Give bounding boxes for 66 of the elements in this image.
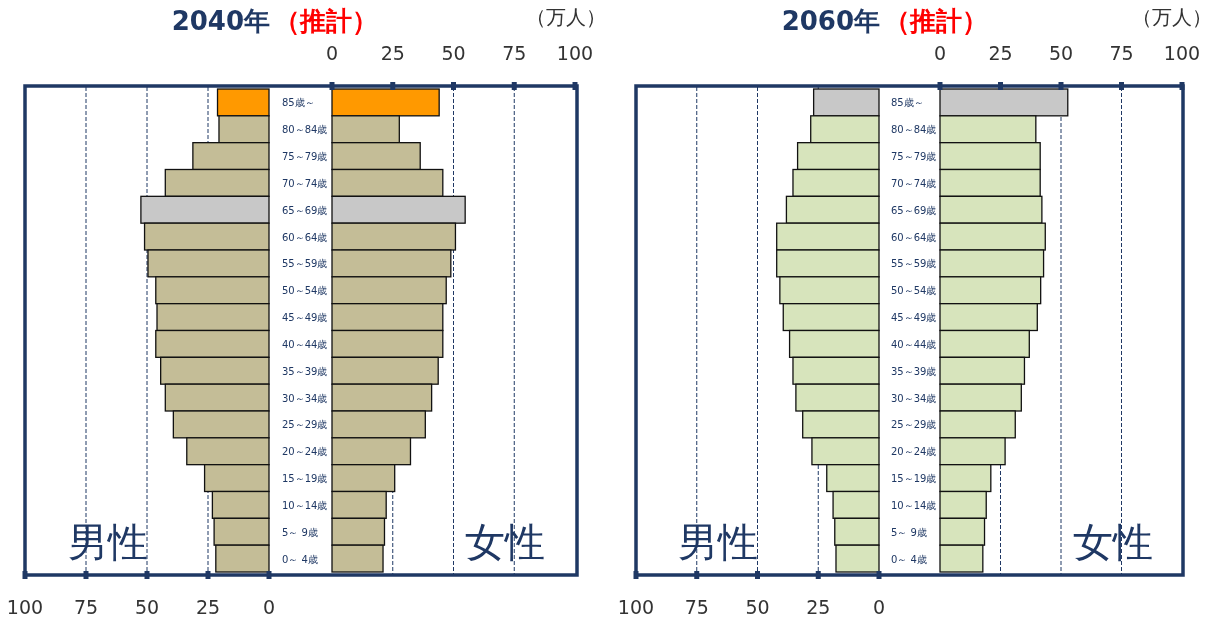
y-tick-label: 30～34歳 (282, 392, 328, 404)
y-tick-label: 15～19歳 (891, 473, 937, 485)
x-tick-label: 100 (617, 596, 655, 618)
x-tick-label: 0 (325, 42, 339, 64)
x-axis-title: （万人） (1132, 5, 1212, 29)
y-tick-label: 75～79歳 (891, 151, 937, 163)
y-tick-label: 10～14歳 (282, 499, 328, 511)
y-tick-label: 5～ 9歳 (891, 526, 927, 538)
y-tick-label: 60～64歳 (891, 231, 937, 243)
y-tick-label: 35～39歳 (282, 365, 328, 377)
y-tick-label: 85歳～ (891, 97, 924, 109)
x-tick-label: 0 (262, 596, 276, 618)
chart-title: 2060年 (781, 6, 880, 36)
x-tick-label: 50 (1048, 42, 1074, 64)
y-tick-label: 50～54歳 (282, 285, 328, 297)
x-tick-label: 75 (73, 596, 99, 618)
chart-subtitle: （推計） (884, 6, 988, 36)
y-tick-label: 65～69歳 (282, 204, 328, 216)
y-tick-label: 25～29歳 (891, 419, 937, 431)
annotation: 女性 (465, 519, 545, 565)
y-tick-label: 25～29歳 (282, 419, 328, 431)
x-tick-label: 75 (502, 42, 527, 64)
y-tick-label: 20～24歳 (891, 446, 937, 458)
y-tick-label: 20～24歳 (282, 446, 328, 458)
y-tick-label: 70～74歳 (282, 177, 328, 189)
annotation: 男性 (678, 519, 758, 565)
chart-title: 2040年 (171, 6, 270, 36)
y-tick-label: 80～84歳 (282, 124, 328, 136)
y-tick-label: 15～19歳 (282, 473, 328, 485)
annotation: 女性 (1073, 519, 1153, 565)
y-tick-label: 45～49歳 (282, 312, 328, 324)
x-axis-title: （万人） (526, 5, 606, 29)
annotation: 男性 (68, 519, 148, 565)
y-tick-label: 60～64歳 (282, 231, 328, 243)
x-tick-label: 25 (195, 596, 221, 618)
y-tick-label: 5～ 9歳 (282, 526, 318, 538)
y-tick-label: 55～59歳 (282, 258, 328, 270)
y-tick-label: 30～34歳 (891, 392, 937, 404)
y-tick-label: 85歳～ (282, 97, 315, 109)
y-tick-label: 75～79歳 (282, 151, 328, 163)
x-tick-label: 25 (806, 596, 831, 618)
x-tick-label: 0 (933, 42, 947, 64)
x-tick-label: 50 (134, 596, 160, 618)
x-tick-label: 100 (1163, 42, 1201, 64)
x-tick-label: 25 (380, 42, 405, 64)
y-tick-label: 40～44歳 (891, 338, 937, 350)
x-tick-label: 50 (745, 596, 770, 618)
y-tick-label: 55～59歳 (891, 258, 937, 270)
y-tick-label: 0～ 4歳 (891, 553, 927, 565)
chart-subtitle: （推計） (274, 6, 378, 36)
y-tick-label: 50～54歳 (891, 285, 937, 297)
x-tick-label: 100 (6, 596, 44, 618)
y-tick-label: 40～44歳 (282, 338, 328, 350)
y-tick-label: 65～69歳 (891, 204, 937, 216)
x-tick-label: 25 (988, 42, 1013, 64)
y-tick-label: 80～84歳 (891, 124, 937, 136)
x-tick-label: 0 (872, 596, 886, 618)
y-tick-label: 0～ 4歳 (282, 553, 318, 565)
y-tick-label: 35～39歳 (891, 365, 937, 377)
y-tick-label: 45～49歳 (891, 312, 937, 324)
y-tick-label: 70～74歳 (891, 177, 937, 189)
x-tick-label: 75 (1109, 42, 1134, 64)
x-tick-label: 50 (441, 42, 466, 64)
x-tick-label: 100 (556, 42, 594, 64)
x-tick-label: 75 (684, 596, 709, 618)
y-tick-label: 10～14歳 (891, 499, 937, 511)
